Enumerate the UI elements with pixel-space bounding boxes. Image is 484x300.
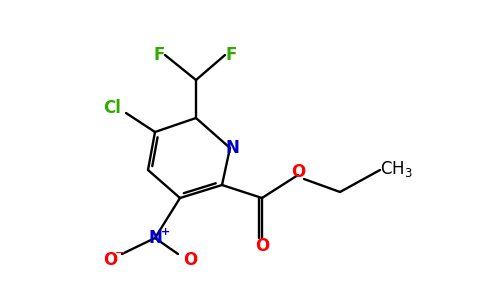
Text: O: O [255, 237, 269, 255]
Text: N: N [148, 229, 162, 247]
Text: O: O [291, 163, 305, 181]
Text: +: + [160, 227, 169, 237]
Text: N: N [225, 139, 239, 157]
Text: O: O [103, 251, 117, 269]
Text: −: − [115, 247, 125, 260]
Text: CH$_3$: CH$_3$ [379, 159, 412, 179]
Text: Cl: Cl [103, 99, 121, 117]
Text: O: O [183, 251, 197, 269]
Text: F: F [226, 46, 237, 64]
Text: F: F [153, 46, 165, 64]
